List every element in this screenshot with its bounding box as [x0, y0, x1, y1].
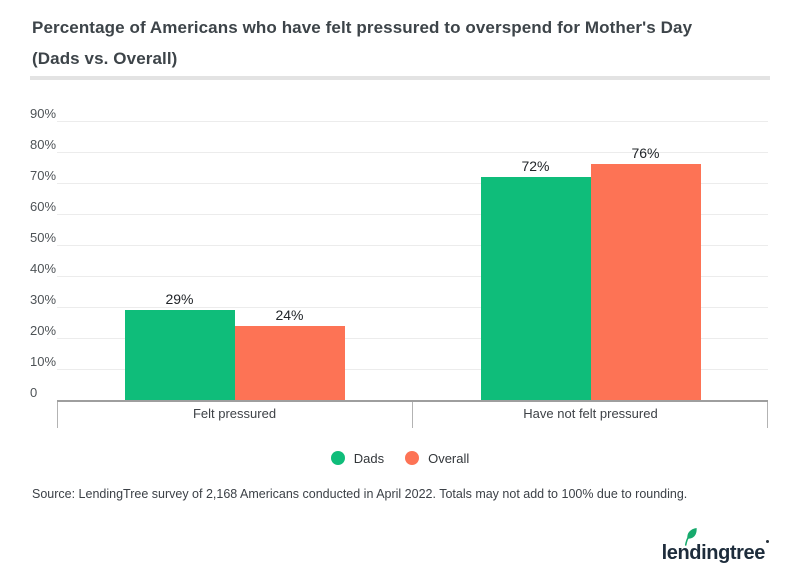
chart-title-line2: (Dads vs. Overall)	[32, 49, 178, 68]
axis-tick-right	[767, 402, 768, 428]
y-axis-tick-label: 50%	[30, 230, 57, 245]
gridline-30	[57, 307, 768, 308]
y-axis-tick-label: 20%	[30, 323, 57, 338]
source-note: Source: LendingTree survey of 2,168 Amer…	[32, 487, 688, 501]
legend-dot-overall	[405, 451, 420, 465]
bar-value-label: 72%	[521, 157, 550, 174]
gridline-60	[57, 214, 768, 215]
y-axis-tick-label: 90%	[30, 106, 57, 121]
x-axis-line	[57, 400, 768, 402]
bar-value-label: 29%	[165, 291, 194, 308]
chart-title-line1: Percentage of Americans who have felt pr…	[32, 18, 693, 37]
chart-legend: Dads Overall	[0, 448, 800, 468]
y-axis-tick-label: 60%	[30, 199, 57, 214]
leaf-blade	[687, 528, 697, 539]
gridline-80	[57, 152, 768, 153]
y-axis-tick-label: 10%	[30, 354, 57, 369]
axis-tick-middle	[412, 402, 413, 428]
bar-overall-2	[590, 164, 701, 400]
lendingtree-logo: lendingtree	[645, 527, 769, 567]
gridline-40	[57, 276, 768, 277]
legend-label: Overall	[428, 450, 470, 466]
title-divider	[30, 76, 770, 80]
bar-value-label: 76%	[631, 145, 660, 162]
bar-dads-1	[124, 310, 235, 400]
bar-dads-2	[480, 176, 591, 400]
bar-overall-1	[234, 325, 345, 400]
legend-dot-dads	[330, 451, 345, 465]
y-axis-tick-label: 0	[30, 385, 38, 400]
gridline-20	[57, 338, 768, 339]
y-axis-tick-label: 40%	[30, 261, 57, 276]
y-axis-tick-label: 80%	[30, 137, 57, 152]
legend-label: Dads	[353, 450, 385, 466]
logo-text: lendingtree	[661, 542, 766, 564]
legend-item-overall: Overall	[405, 451, 469, 466]
gridline-10	[57, 369, 768, 370]
y-axis-tick-label: 70%	[30, 168, 57, 183]
gridline-90	[57, 121, 768, 122]
chart-title: Percentage of Americans who have felt pr…	[32, 12, 772, 74]
legend-item-dads: Dads	[330, 450, 385, 466]
leaf-icon	[684, 528, 697, 546]
y-axis-tick-label: 30%	[30, 292, 57, 307]
axis-tick-left	[57, 402, 58, 428]
gridline-50	[57, 245, 768, 246]
bar-value-label: 24%	[275, 306, 304, 323]
trademark-dot	[766, 540, 769, 543]
x-axis-category-label: Felt pressured	[192, 406, 277, 421]
bar-chart: 90% 80% 70% 60% 50% 40% 30% 20% 10% 0 29% 24% Felt p…	[0, 100, 800, 434]
x-axis-category-label: Have not felt pressured	[523, 406, 658, 421]
gridline-70	[57, 183, 768, 184]
